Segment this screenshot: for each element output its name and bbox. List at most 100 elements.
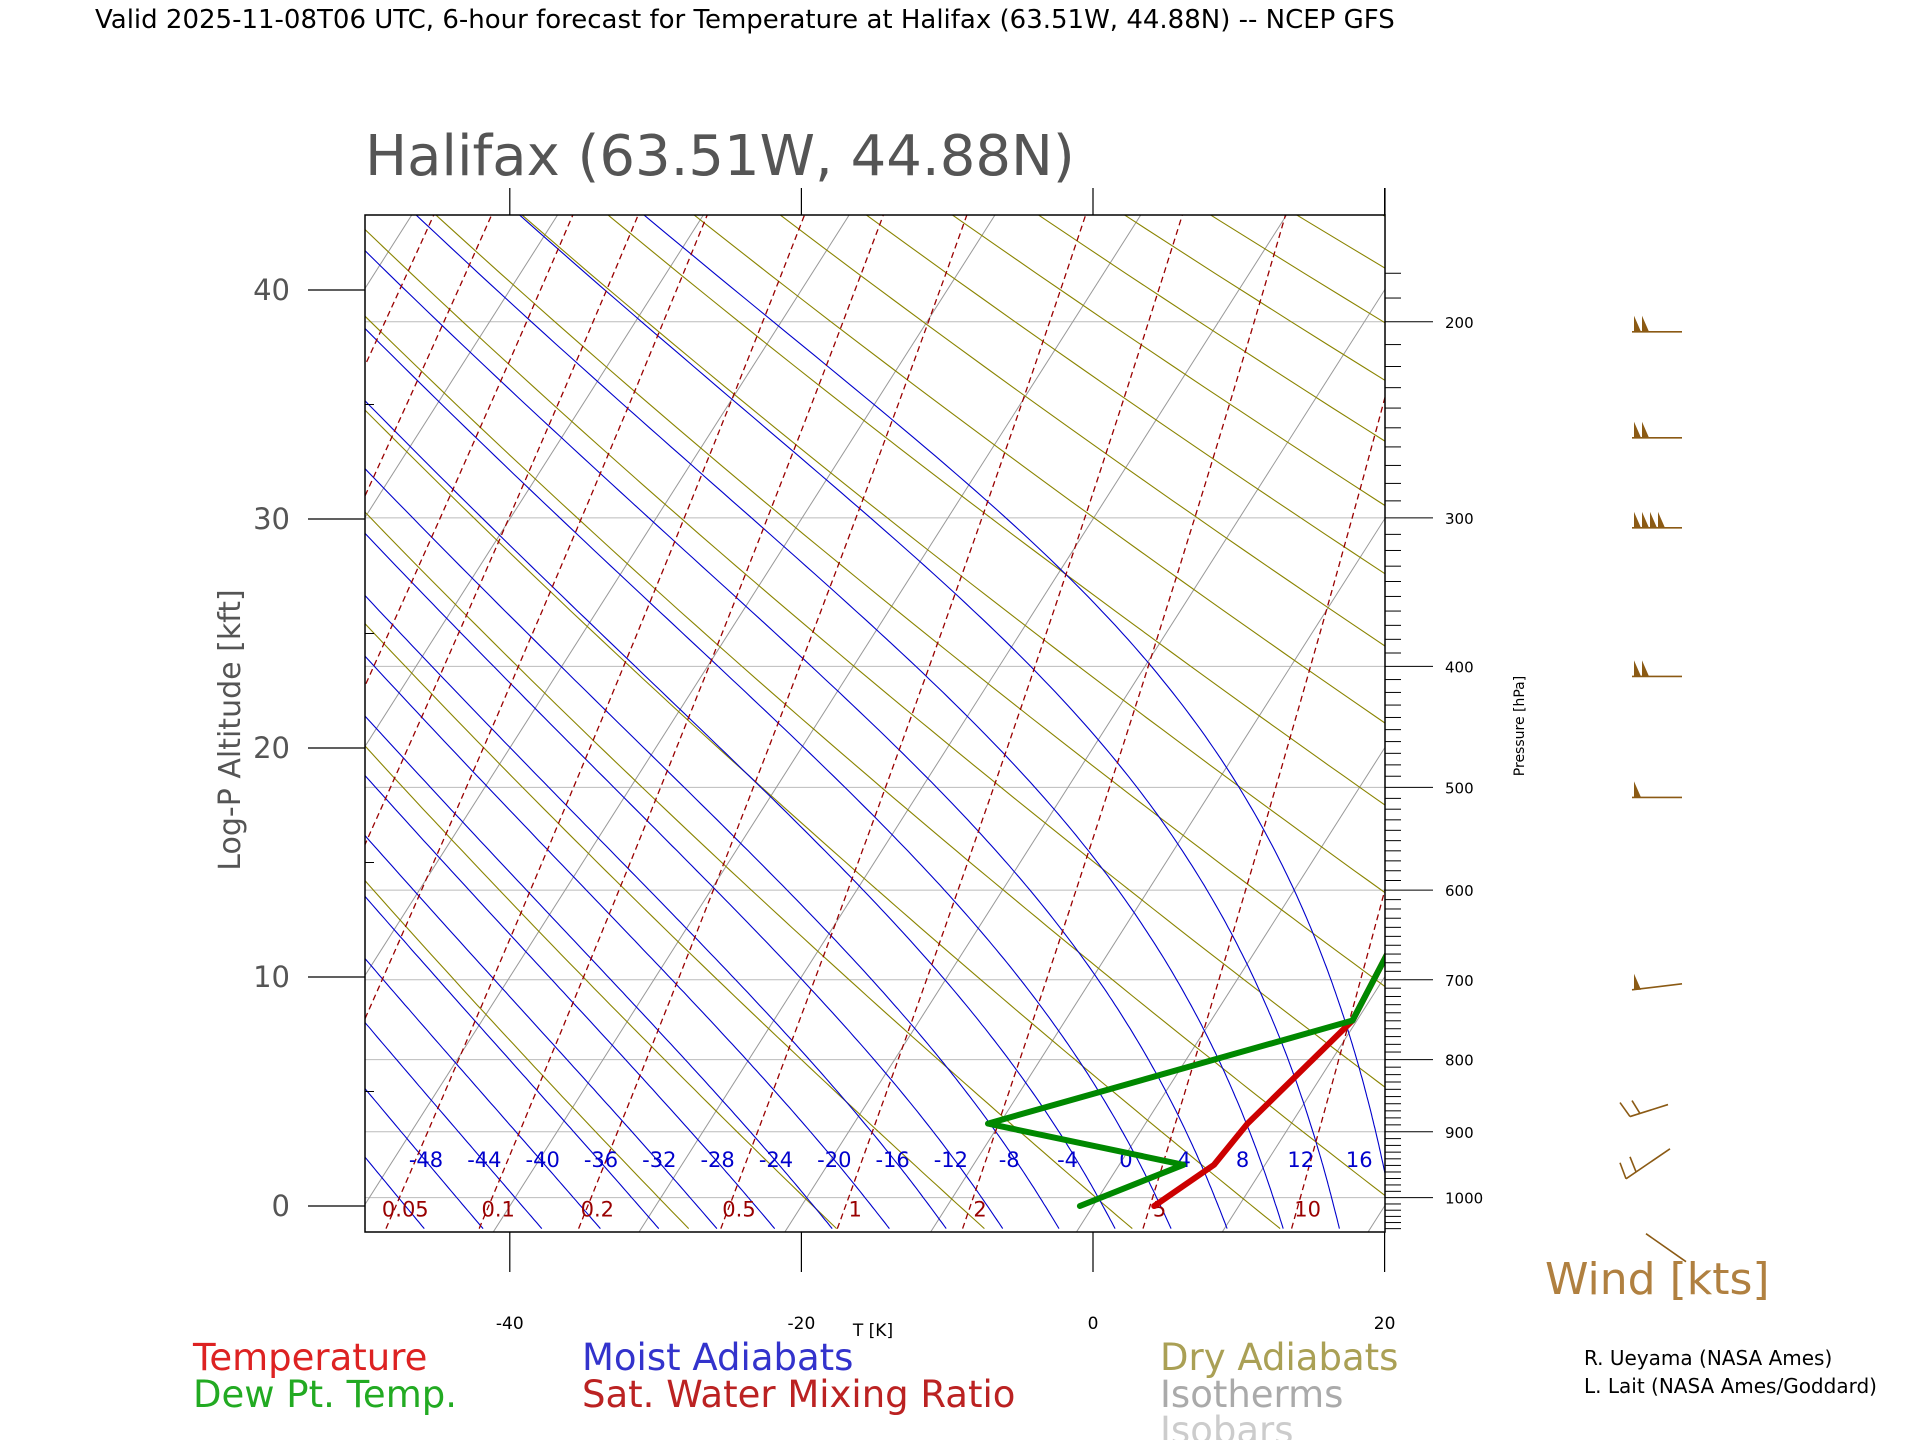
- isotherm-line: [492, 215, 1142, 1232]
- y-tick-label: 40: [253, 273, 290, 307]
- pressure-tick-label: 600: [1445, 882, 1474, 900]
- mixing-ratio-label: 0.2: [581, 1197, 614, 1221]
- dry-adiabat-line: [1123, 215, 1385, 382]
- mixing-ratio-line: [1621, 192, 1820, 1229]
- wind-barb-pennant: [1634, 315, 1641, 332]
- y-tick-label: 20: [253, 731, 290, 765]
- mixing-ratio-line: [836, 215, 1183, 1229]
- dry-adiabat-line: [365, 315, 1385, 1197]
- wind-barb-pennant: [1642, 315, 1649, 332]
- mixing-ratio-line: [577, 215, 968, 1229]
- dry-adiabat-line: [1513, 192, 1920, 1229]
- moist-adiabat-label: -12: [934, 1148, 968, 1172]
- wind-barb: [1631, 973, 1683, 991]
- moist-adiabat-label: -16: [875, 1148, 909, 1172]
- pressure-tick-label: 400: [1445, 658, 1474, 676]
- wind-barb: [1632, 511, 1682, 529]
- mixing-ratio-label: 10: [1294, 1197, 1321, 1221]
- dewpoint-profile-line: [985, 951, 1385, 1209]
- dry-adiabat-line: [1852, 192, 1920, 1229]
- y-tick-label: 30: [253, 502, 290, 536]
- moist-adiabat-line: [643, 215, 1385, 1177]
- credit-line-1: R. Ueyama (NASA Ames): [1584, 1346, 1832, 1370]
- moist-adiabat-line: [365, 957, 601, 1229]
- wind-barb: [1619, 1148, 1671, 1180]
- moist-adiabat-line: [518, 215, 1340, 1229]
- pressure-tick-label: 1000: [1445, 1190, 1483, 1208]
- legend-dry-adiabats: Dry Adiabats: [1160, 1336, 1398, 1379]
- mixing-ratio-line: [365, 215, 708, 1021]
- legend-isotherms: Isotherms: [1160, 1373, 1343, 1416]
- x-tick-label: 20: [1374, 1314, 1396, 1334]
- wind-barb: [1645, 1233, 1687, 1263]
- mixing-ratio-line: [1451, 192, 1686, 1229]
- moist-adiabat-line: [365, 895, 660, 1229]
- moist-adiabat-line: [365, 655, 890, 1229]
- wind-barb-pennant: [1642, 421, 1649, 438]
- moist-adiabat-line: [365, 532, 1004, 1229]
- moist-adiabat-label: -32: [642, 1148, 676, 1172]
- mixing-ratio-label: 2: [973, 1197, 986, 1221]
- y-axis-label: Log-P Altitude [kft]: [213, 589, 248, 870]
- wind-barb: [1632, 660, 1682, 678]
- dry-adiabat-line: [365, 622, 985, 1230]
- dry-adiabat-line: [1037, 215, 1385, 442]
- isotherm-line: [638, 215, 1288, 1232]
- wind-barb-pennant: [1650, 511, 1657, 528]
- dry-adiabat-line: [1381, 215, 1385, 217]
- y-tick-label: 10: [253, 960, 290, 994]
- legend-mixing-ratio: Sat. Water Mixing Ratio: [582, 1373, 1015, 1416]
- credit-line-2: L. Lait (NASA Ames/Goddard): [1584, 1374, 1877, 1398]
- moist-adiabat-label: -20: [817, 1148, 851, 1172]
- mixing-ratio-label: 1: [849, 1197, 862, 1221]
- pressure-tick-label: 500: [1445, 779, 1474, 797]
- wind-barb-pennant: [1634, 511, 1641, 528]
- moist-adiabat-line: [365, 1227, 366, 1229]
- dry-adiabat-line: [865, 215, 1385, 575]
- chart-title: Halifax (63.51W, 44.88N): [365, 124, 1075, 189]
- moist-adiabat-line: [365, 594, 947, 1229]
- wind-barb-shaft: [1625, 1148, 1671, 1180]
- moist-adiabat-label: -36: [584, 1148, 618, 1172]
- isotherm-line: [365, 215, 996, 1206]
- pressure-tick-label: 700: [1445, 972, 1474, 990]
- moist-adiabat-label: -28: [700, 1148, 734, 1172]
- mixing-ratio-line: [1142, 394, 1385, 1229]
- isotherm-line: [365, 215, 704, 748]
- wind-barb-pennant: [1634, 973, 1641, 990]
- x-tick-label: -40: [496, 1314, 524, 1334]
- mixing-ratio-line: [478, 215, 885, 1229]
- moist-adiabat-label: -44: [467, 1148, 501, 1172]
- moist-adiabat-line: [365, 1087, 484, 1229]
- moist-adiabat-line: [365, 1021, 543, 1229]
- wind-barb: [1619, 1100, 1669, 1118]
- mixing-ratio-line: [365, 215, 493, 498]
- moist-adiabat-line: [365, 400, 1116, 1229]
- mixing-ratio-label: 0.1: [481, 1197, 514, 1221]
- wind-barb-flag: [1631, 1100, 1641, 1114]
- pressure-tick-label: 200: [1445, 314, 1474, 332]
- dry-adiabat-line: [779, 215, 1385, 647]
- wind-barb-shaft: [1629, 1103, 1669, 1118]
- moist-adiabat-label: -24: [759, 1148, 793, 1172]
- dry-adiabat-line: [521, 215, 1385, 894]
- legend-moist-adiabats: Moist Adiabats: [582, 1336, 853, 1379]
- pressure-tick-label: 300: [1445, 510, 1474, 528]
- wind-label: Wind [kts]: [1545, 1254, 1770, 1305]
- pressure-tick-label: 800: [1445, 1052, 1474, 1070]
- moist-adiabat-label: 12: [1287, 1148, 1314, 1172]
- moist-adiabat-line: [365, 774, 776, 1229]
- dry-adiabat-line: [607, 215, 1385, 806]
- dry-adiabat-line: [1209, 215, 1385, 324]
- wind-barb: [1632, 421, 1682, 439]
- moist-adiabat-line: [365, 467, 1060, 1229]
- dry-adiabat-line: [365, 879, 690, 1229]
- pressure-tick-label: 900: [1445, 1124, 1474, 1142]
- isotherm-line: [1367, 1204, 1385, 1232]
- isotherm-line: [1501, 153, 1920, 1252]
- wind-barb-pennant: [1634, 781, 1641, 798]
- isotherm-line: [365, 215, 850, 977]
- mixing-ratio-line: [365, 215, 574, 688]
